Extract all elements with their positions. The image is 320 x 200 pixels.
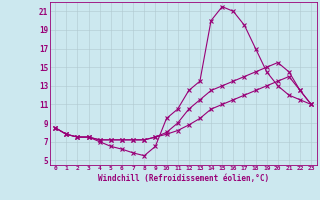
X-axis label: Windchill (Refroidissement éolien,°C): Windchill (Refroidissement éolien,°C) — [98, 174, 269, 183]
